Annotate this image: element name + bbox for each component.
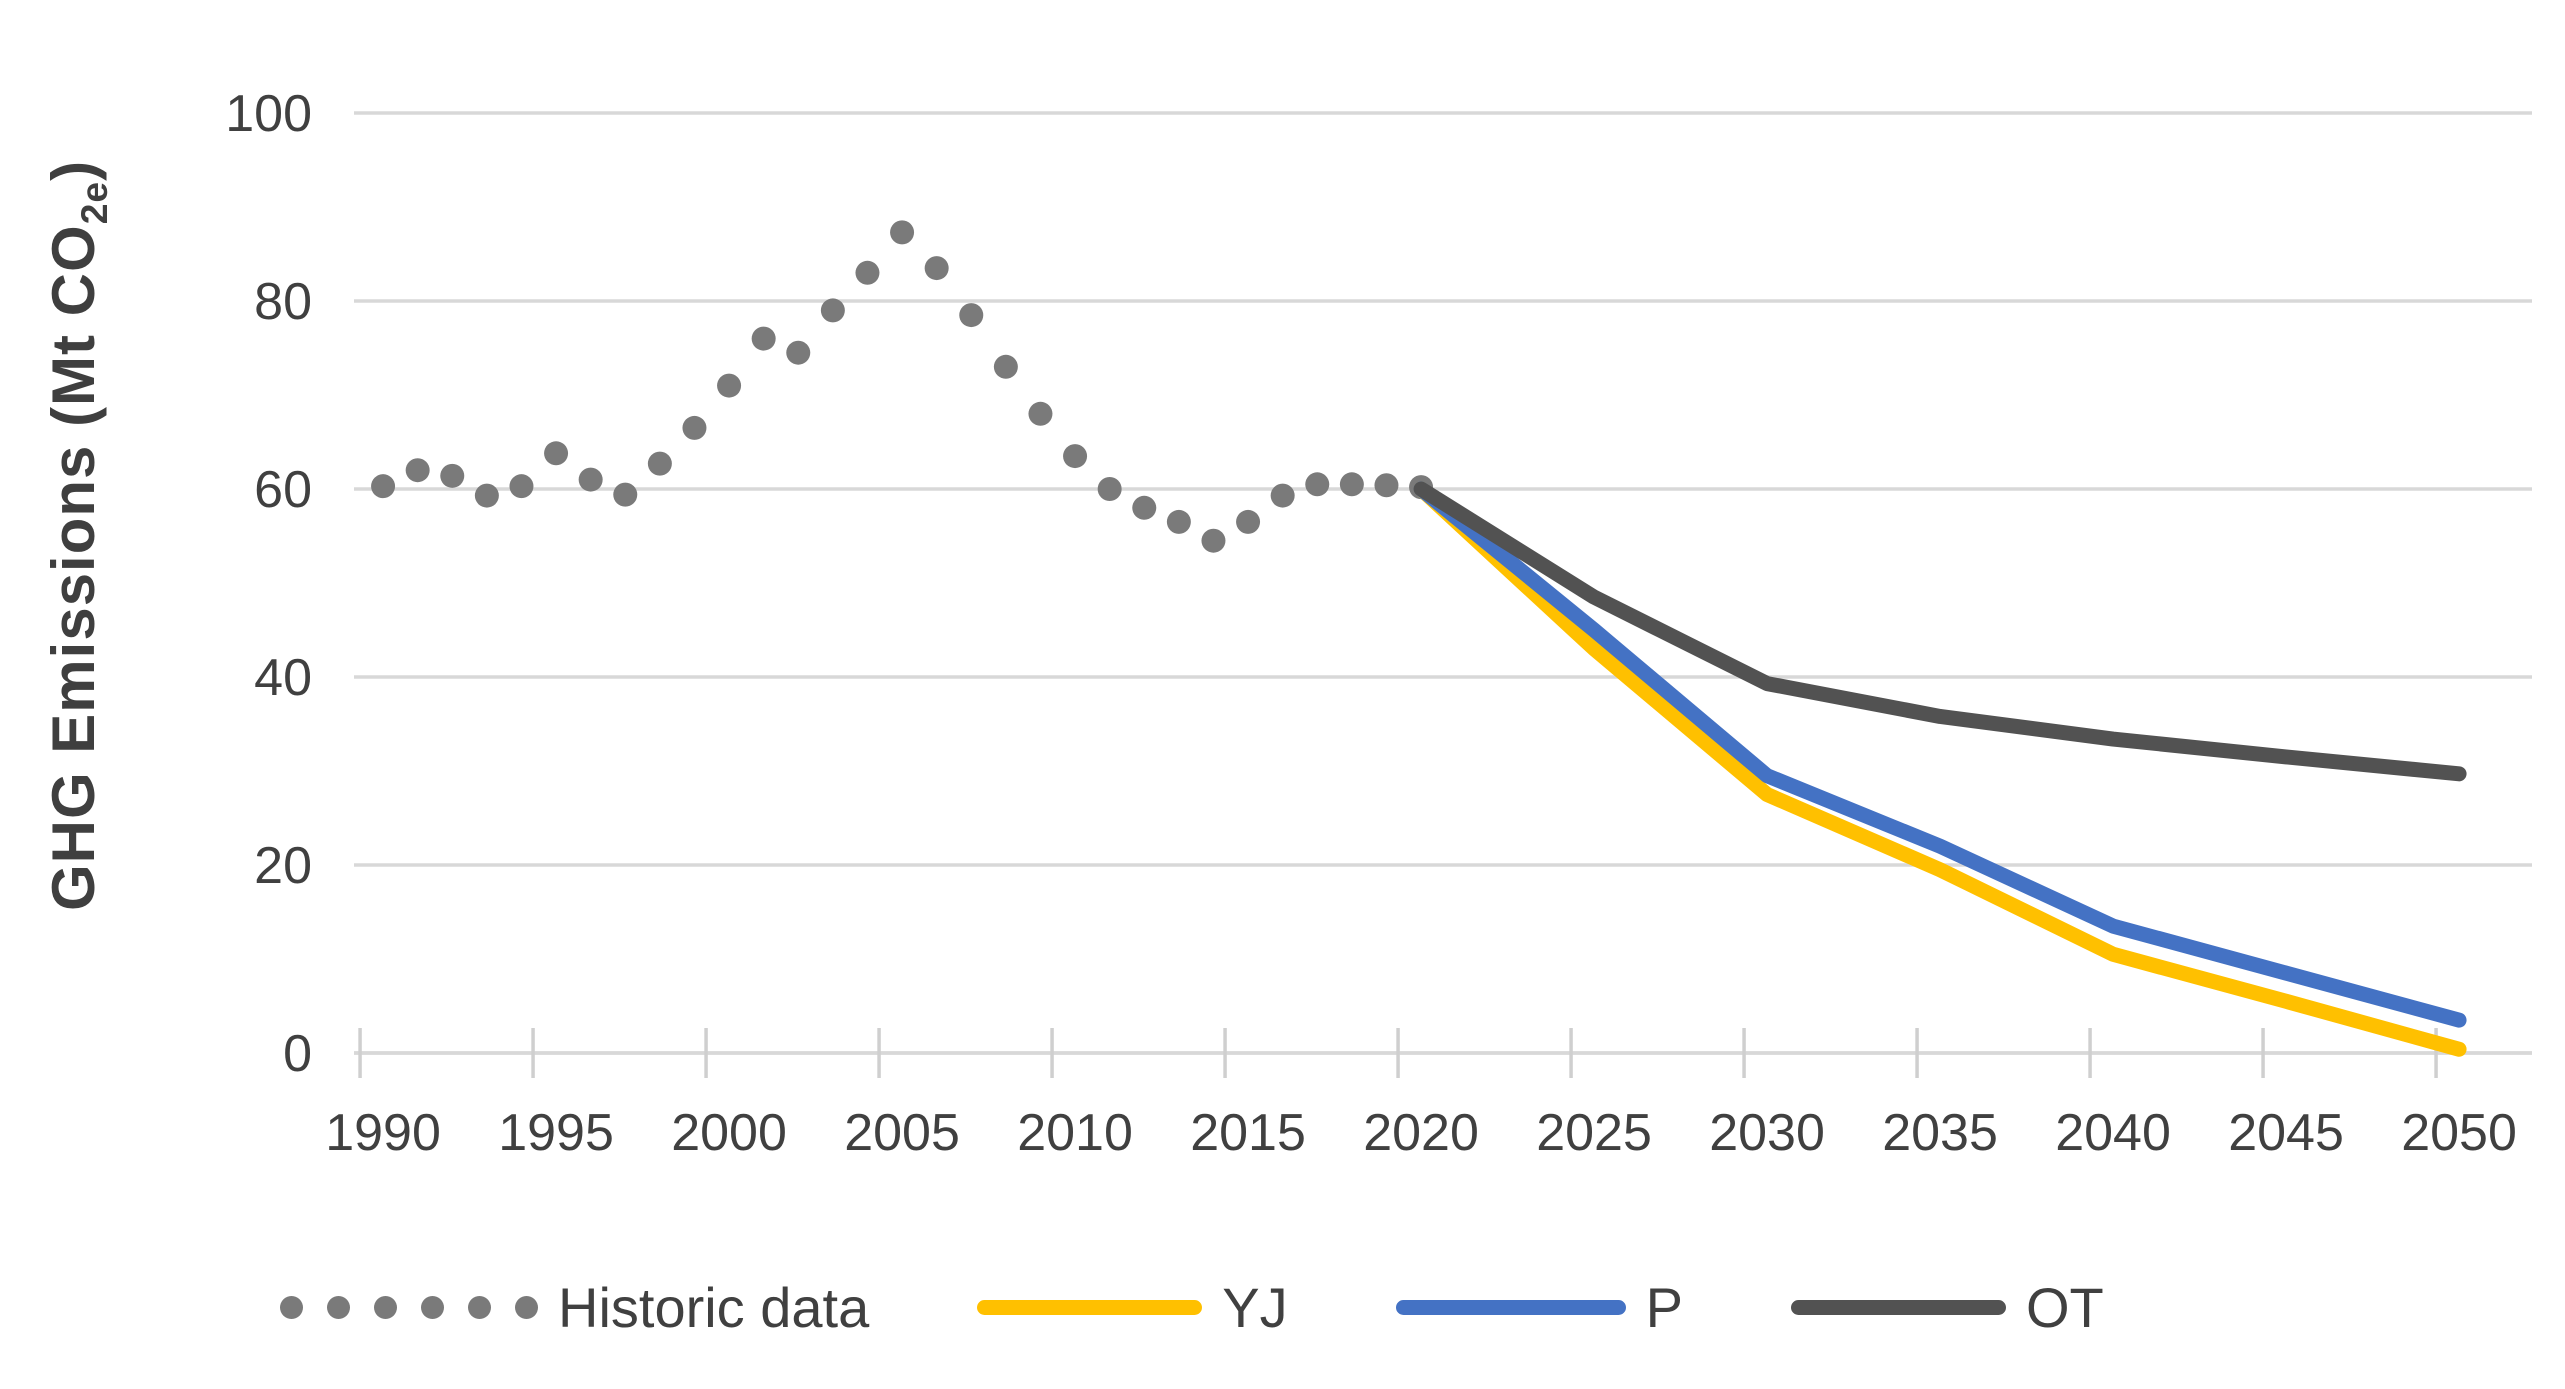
historic-dot-2004 (855, 260, 880, 285)
historic-dot-1997 (613, 482, 638, 507)
legend-item-p: P (1395, 1275, 1683, 1340)
legend-dot-icon (374, 1295, 397, 1319)
x-axis-tick-label-2010: 2010 (1017, 1104, 1133, 1162)
y-axis-tick-label-60: 60 (254, 461, 312, 519)
series-line-YJ (1413, 481, 2467, 1057)
historic-data-dotted-marker (280, 1295, 538, 1319)
historic-dot-1993 (474, 483, 499, 508)
historic-dot-2001 (751, 326, 776, 351)
x-axis-tick-label-2050: 2050 (2401, 1104, 2517, 1162)
historic-dot-1996 (578, 467, 603, 492)
x-axis-tick-label-2020: 2020 (1363, 1104, 1479, 1162)
x-axis-tick-label-2015: 2015 (1190, 1104, 1306, 1162)
y-axis-title-subscript: 2e (73, 180, 116, 224)
historic-dot-2013 (1166, 509, 1191, 534)
legend-dot-icon (468, 1295, 491, 1319)
historic-dot-1990 (371, 474, 396, 499)
legend-label-historic-data: Historic data (558, 1275, 870, 1339)
p-line-marker (1395, 1299, 1626, 1315)
x-axis-tick-label-2035: 2035 (1882, 1104, 1998, 1162)
y-axis-title-suffix: ) (40, 159, 108, 181)
y-axis-tick-label-80: 80 (254, 273, 312, 331)
y-axis-title: GHG Emissions (Mt CO2e) (40, 159, 117, 910)
x-axis-tick-label-2045: 2045 (2228, 1104, 2344, 1162)
x-axis-tick-label-1990: 1990 (325, 1104, 441, 1162)
yj-line-marker (977, 1299, 1203, 1315)
legend-dot-icon (327, 1295, 350, 1319)
historic-dot-2010 (1063, 444, 1088, 469)
historic-dot-1991 (405, 458, 430, 483)
historic-dot-2002 (786, 340, 811, 365)
legend-label-ot: OT (2025, 1275, 2104, 1339)
historic-dot-2012 (1132, 495, 1157, 520)
historic-dot-2019 (1374, 473, 1399, 498)
y-axis-title-text: GHG Emissions (Mt CO (40, 223, 108, 911)
legend-item-yj: YJ (977, 1275, 1288, 1340)
historic-dot-2006 (924, 256, 949, 281)
series-line-P (1413, 481, 2467, 1028)
historic-dot-2018 (1339, 472, 1364, 497)
historic-dot-1995 (544, 441, 569, 466)
legend-dot-icon (280, 1295, 303, 1319)
historic-dot-1999 (682, 415, 707, 440)
historic-dot-1998 (647, 451, 672, 476)
x-axis-tick-label-2040: 2040 (2055, 1104, 2171, 1162)
historic-dot-2016 (1270, 483, 1295, 508)
y-axis-tick-label-0: 0 (283, 1025, 312, 1083)
historic-dot-2011 (1097, 477, 1122, 501)
legend-item-historic-data: Historic data (280, 1275, 869, 1340)
legend-label-p: P (1645, 1275, 1683, 1339)
y-axis-tick-label-40: 40 (254, 649, 312, 707)
x-axis-tick-label-2030: 2030 (1709, 1104, 1825, 1162)
x-axis-tick-label-2000: 2000 (671, 1104, 787, 1162)
historic-dot-1992 (440, 463, 465, 488)
historic-dot-2015 (1236, 509, 1261, 534)
legend-label-yj: YJ (1222, 1275, 1288, 1339)
legend-dot-icon (515, 1295, 538, 1319)
chart-legend: Historic data YJ P OT (280, 1268, 2104, 1346)
historic-dot-2014 (1201, 528, 1226, 553)
historic-dot-1994 (509, 474, 534, 499)
historic-dot-2005 (890, 220, 915, 245)
x-axis-tick-label-2025: 2025 (1536, 1104, 1652, 1162)
y-axis-tick-label-100: 100 (225, 85, 312, 143)
ot-line-marker (1790, 1299, 2006, 1315)
series-line-OT (1413, 481, 2467, 782)
y-axis-title-wrap: GHG Emissions (Mt CO2e) (18, 0, 138, 1070)
x-axis-tick-label-1995: 1995 (498, 1104, 614, 1162)
historic-dot-2009 (1028, 401, 1053, 426)
historic-dot-2007 (959, 303, 984, 328)
historic-dot-2017 (1305, 472, 1330, 497)
historic-dot-2003 (820, 298, 845, 323)
legend-item-ot: OT (1790, 1275, 2104, 1340)
legend-dot-icon (421, 1295, 444, 1319)
x-axis-tick-label-2005: 2005 (844, 1104, 960, 1162)
y-axis-tick-label-20: 20 (254, 837, 312, 895)
historic-dot-2008 (993, 354, 1018, 379)
historic-dot-2000 (717, 373, 742, 398)
